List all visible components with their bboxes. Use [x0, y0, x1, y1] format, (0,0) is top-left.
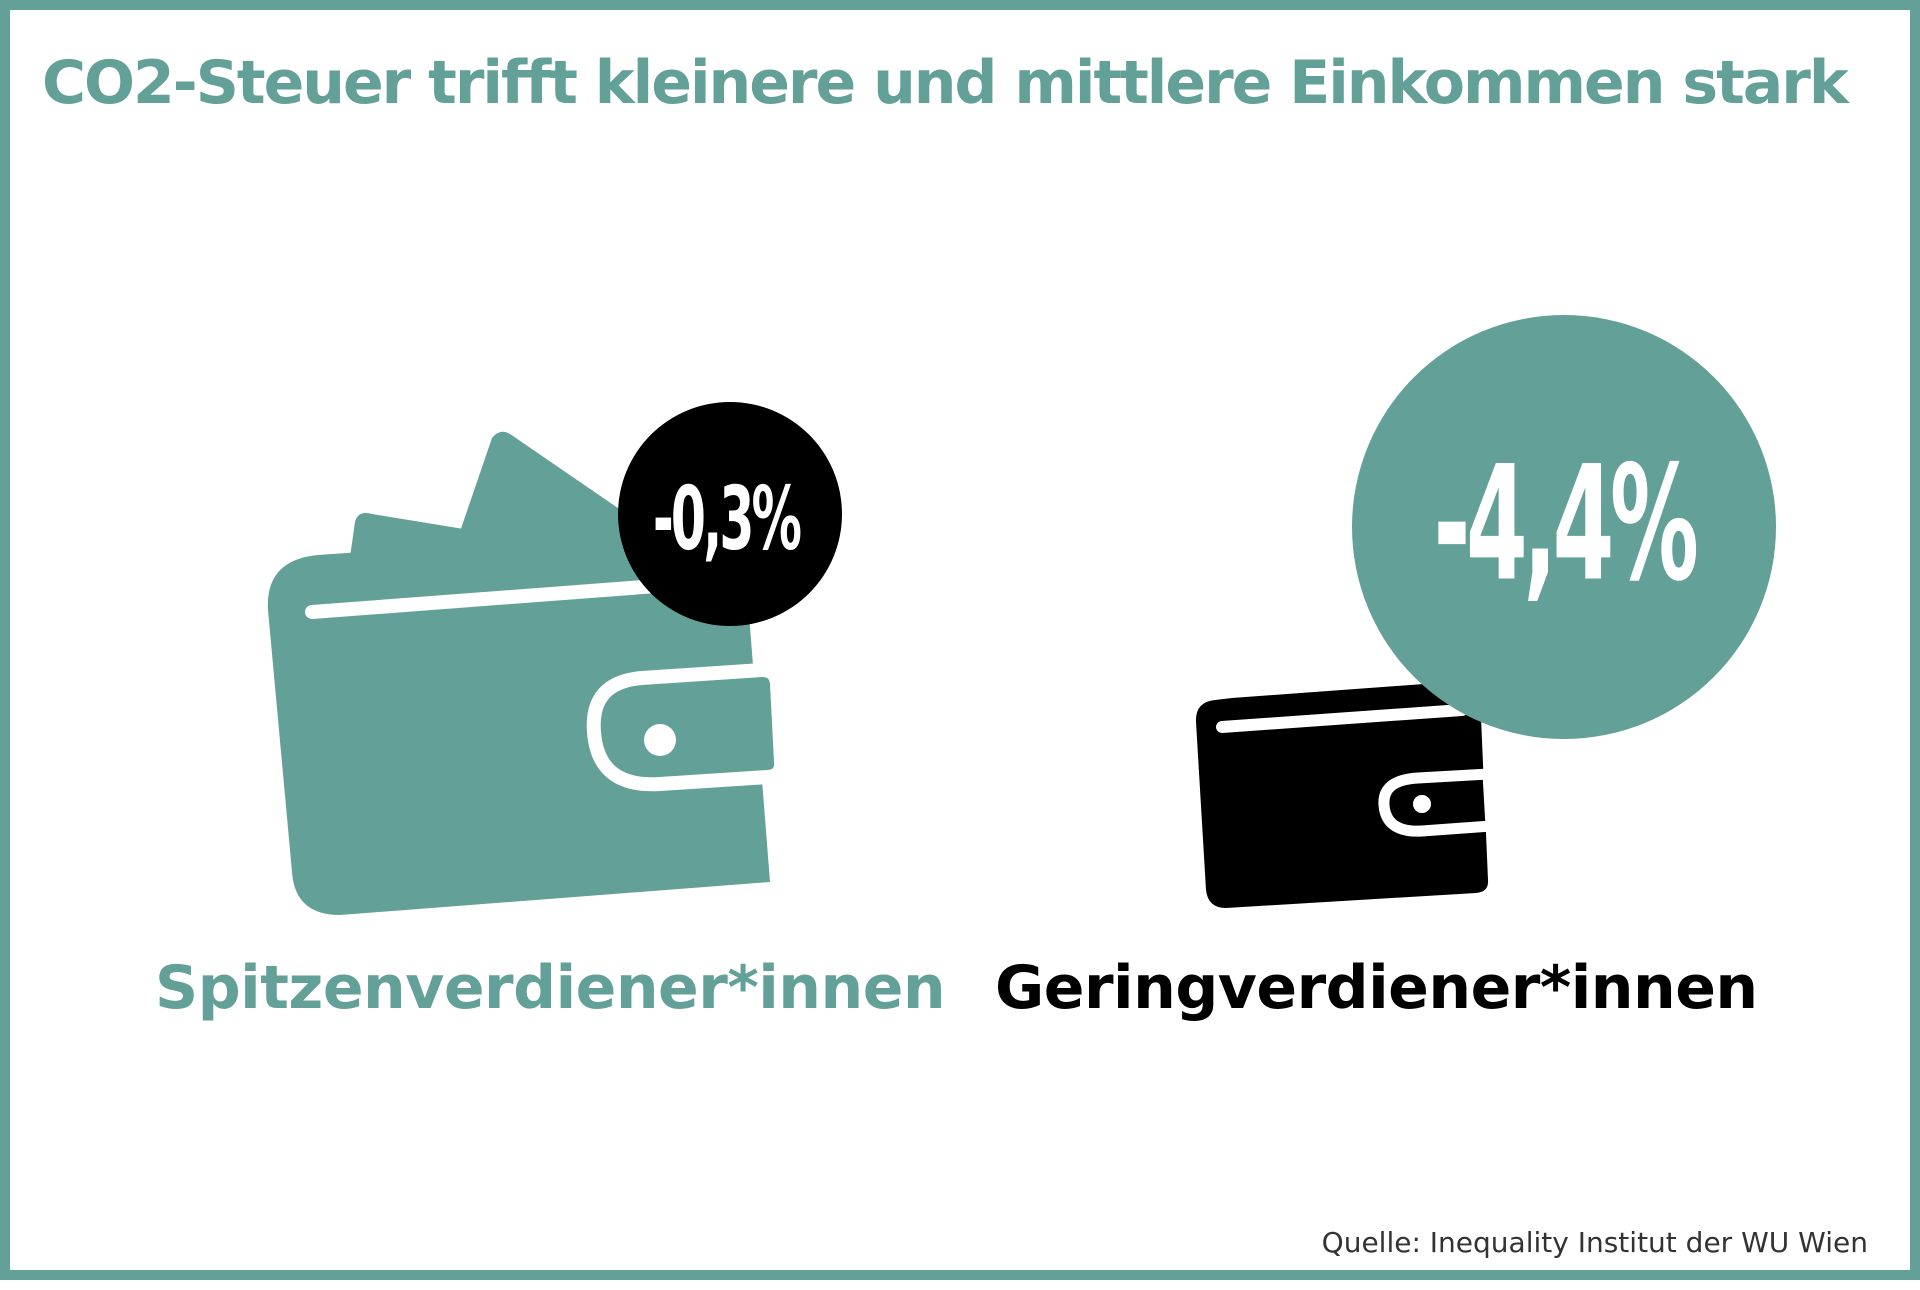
- wallet-clasp-shape: [1378, 768, 1497, 837]
- infographic-art: -0,3% -4,4%: [267, 315, 1776, 915]
- source-note: Quelle: Inequality Institut der WU Wien: [1321, 1226, 1868, 1259]
- wallet-body-shape: [1195, 680, 1489, 908]
- wallet-empty-icon: [1195, 680, 1497, 908]
- wallet-clasp-shape: [586, 662, 789, 792]
- low-earners-percent: -4,4%: [1434, 433, 1697, 617]
- wallet-clasp-button: [1413, 795, 1431, 813]
- top-earners-percent: -0,3%: [653, 468, 801, 570]
- wallet-body-shape: [267, 525, 770, 915]
- top-earners-badge: -0,3%: [618, 402, 842, 626]
- top-earners-label: Spitzenverdiener*innen: [155, 953, 946, 1023]
- infographic-title: CO2-Steuer trifft kleinere und mittlere …: [42, 48, 1849, 118]
- wallet-clasp-button: [644, 724, 676, 756]
- low-earners-badge: -4,4%: [1352, 315, 1776, 739]
- low-earners-label: Geringverdiener*innen: [995, 953, 1758, 1023]
- wallet-full-icon: [267, 431, 789, 915]
